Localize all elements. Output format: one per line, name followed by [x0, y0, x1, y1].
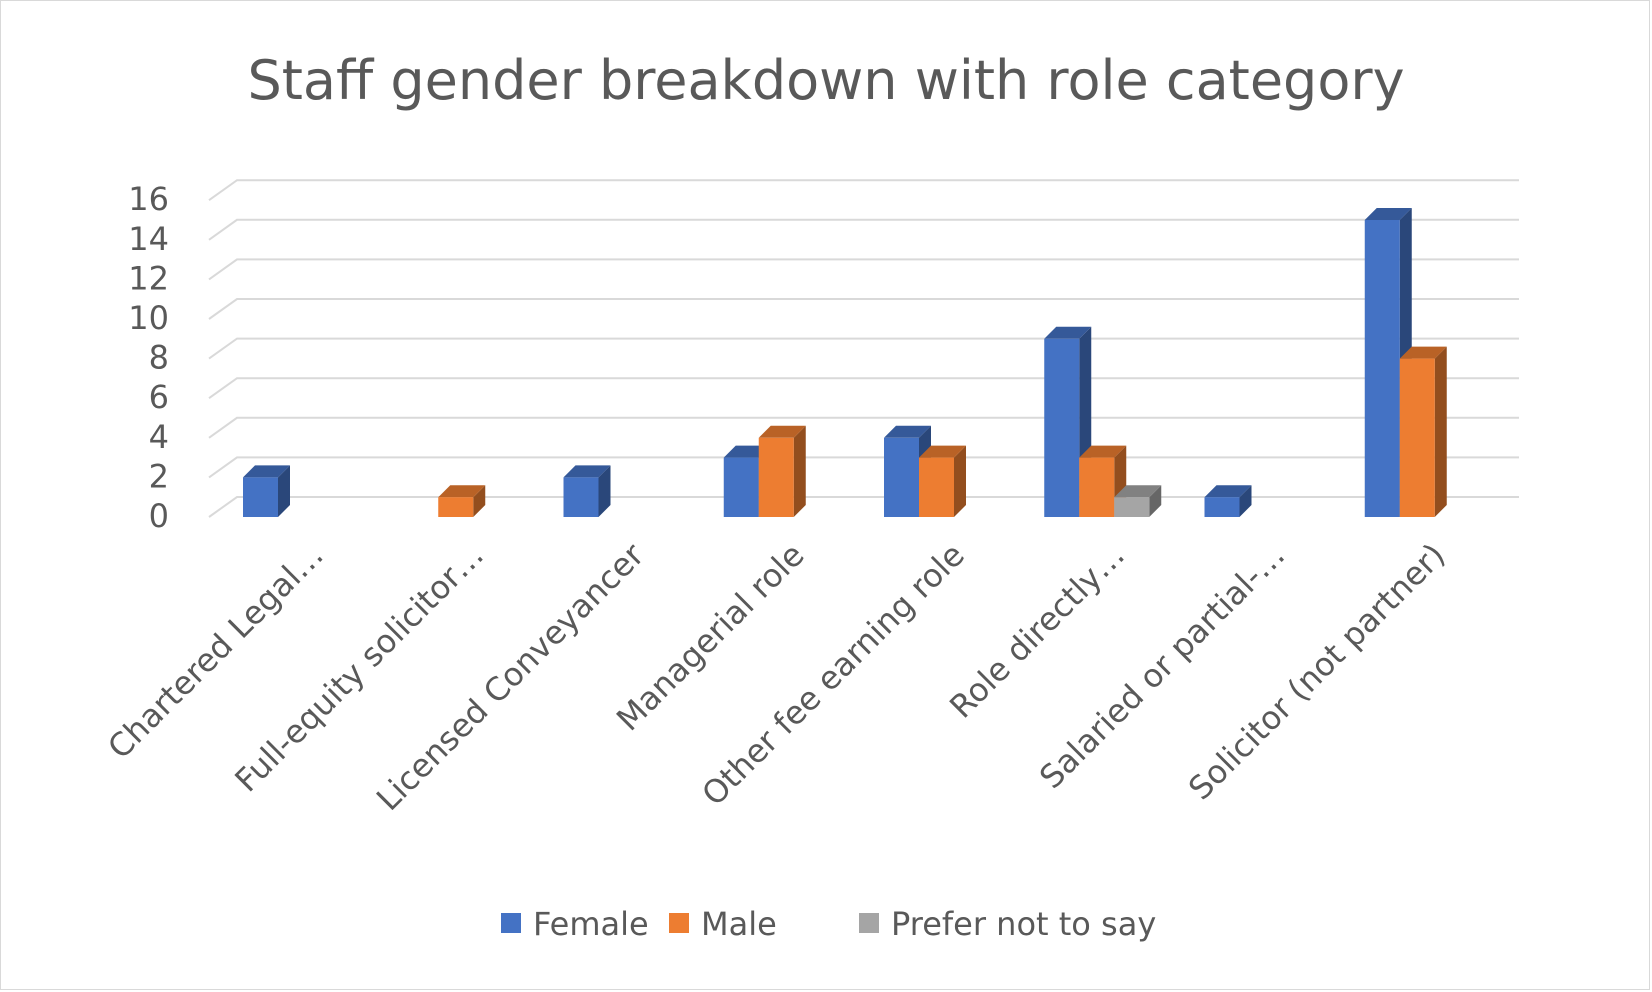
bars [243, 208, 1447, 517]
legend-label: Female [533, 905, 649, 943]
x-category-label: Other fee earning role [694, 536, 971, 813]
legend-label: Male [701, 905, 777, 943]
legend-swatch [859, 913, 879, 933]
bar [1399, 346, 1447, 517]
gridlines [208, 179, 1519, 518]
y-tick-label: 6 [149, 378, 169, 416]
bar [243, 465, 290, 517]
bar [758, 425, 806, 517]
y-tick-label: 16 [128, 180, 169, 218]
y-tick-label: 0 [149, 497, 169, 535]
legend-label: Prefer not to say [891, 905, 1156, 943]
gridline [208, 298, 1519, 320]
bar [563, 465, 611, 517]
gridline [208, 377, 1519, 400]
chart-title: Staff gender breakdown with role categor… [247, 49, 1404, 112]
bar [438, 485, 486, 517]
gridline [208, 337, 1519, 360]
bar [1204, 485, 1252, 517]
legend-swatch [669, 913, 689, 933]
y-tick-label: 4 [149, 418, 169, 456]
y-tick-label: 14 [128, 220, 169, 258]
y-tick-label: 12 [128, 259, 169, 297]
legend: Female Male Prefer not to say [501, 905, 1156, 943]
bar [1079, 445, 1127, 517]
x-category-label: Solicitor (not partner) [1181, 536, 1452, 807]
bar [919, 445, 966, 517]
legend-swatch [501, 913, 521, 933]
gridline [208, 416, 1519, 439]
legend-item: Prefer not to say [859, 905, 1156, 943]
legend-item: Female [501, 905, 649, 943]
gridline [208, 258, 1519, 281]
y-tick-label: 8 [149, 339, 169, 377]
bar [1114, 485, 1162, 517]
legend-item: Male [669, 905, 777, 943]
y-tick-label: 10 [128, 299, 169, 337]
y-tick-label: 2 [149, 457, 169, 495]
x-axis-category-labels: Chartered Legal…Full-equity solicitor…Li… [100, 535, 1452, 818]
gridline [208, 218, 1519, 241]
gridline [208, 179, 1519, 202]
gridline [208, 496, 1519, 518]
x-category-label: Licensed Conveyancer [369, 535, 652, 818]
gridline [208, 456, 1519, 479]
